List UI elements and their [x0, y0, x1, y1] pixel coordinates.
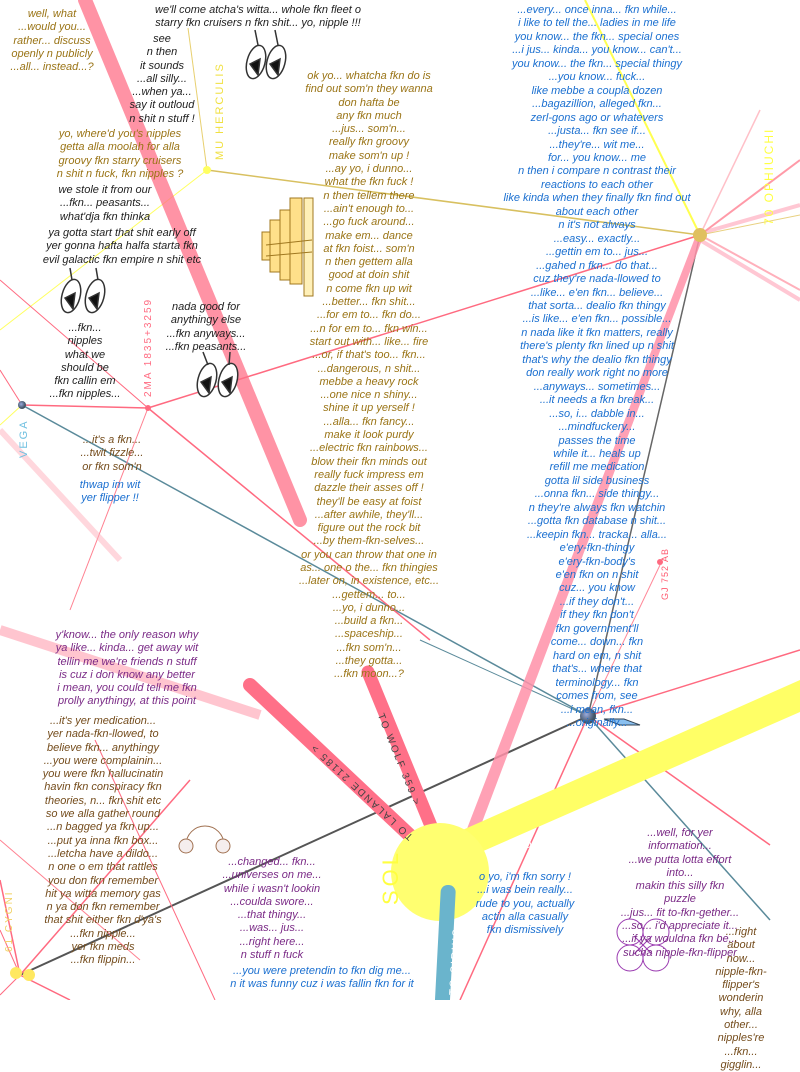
star-nodes	[10, 166, 707, 981]
dialogue-block: yo, where'd you's nipples getta alla moo…	[56, 128, 184, 180]
dangling-feet-icon	[196, 351, 239, 398]
four-circles-icon	[616, 918, 670, 972]
connector-lines	[0, 0, 800, 1000]
dialogue-block: ...changed... fkn... ...universes on me.…	[222, 856, 322, 962]
sirius-bar	[434, 884, 456, 1000]
dialogue-block: we stole it from our ...fkn... peasants.…	[58, 184, 152, 223]
dialogue-block: see n then it sounds ...all silly... ...…	[129, 33, 195, 125]
dialogue-block: nada good for anythingy else ...fkn anyw…	[165, 301, 247, 353]
sol-star	[391, 823, 489, 921]
dialogue-block: thwap im wit yer flipper !!	[79, 479, 141, 505]
dangling-feet-icon	[60, 267, 106, 314]
dialogue-block: ...right about now... nipple-fkn-flipper…	[715, 926, 767, 1071]
beams	[0, 0, 800, 1000]
star-label-70-ophiuchi: 70 OPHIUCHI	[762, 127, 776, 225]
dialogue-block: ...it's a fkn... ...twit fizzle... or fk…	[80, 434, 144, 473]
dialogue-block: ...every... once inna... fkn while... i …	[503, 4, 691, 730]
star-label-sol: SOL	[378, 848, 403, 905]
dialogue-block: o yo, i'm fkn sorry ! ...i was bein real…	[475, 871, 575, 937]
star-label-2ma: 2MA 1835+3259	[143, 297, 154, 397]
blue-diamond-icon	[603, 718, 641, 726]
dialogue-block: ya gotta start that shit early off yer g…	[42, 227, 202, 266]
dialogue-block: ...you were pretendin to fkn dig me... n…	[230, 965, 414, 991]
dialogue-block: ...well, for yer information... ...we pu…	[620, 827, 740, 959]
dialogue-block: ...fkn... nipples what we should be fkn …	[49, 322, 121, 401]
dialogue-block: ok yo... whatcha fkn do is find out som'…	[298, 70, 440, 681]
star-map	[0, 0, 800, 1000]
stepped-pyramid-icon	[261, 197, 314, 297]
dialogue-block: ...it's yer medication... yer nada-fkn-l…	[42, 715, 164, 967]
star-label-vega: VEGA	[18, 419, 30, 458]
star-label-61-cygni: 61 CYGNI	[4, 890, 15, 952]
dialogue-block: we'll come atcha's witta... whole fkn fl…	[155, 4, 361, 30]
dialogue-block: y'know... the only reason why ya like...…	[55, 629, 199, 708]
star-label-mu-herculis: MU HERCULIS	[214, 62, 226, 160]
dialogue-block: well, what ...would you... rather... dis…	[10, 8, 94, 74]
headphones-icon	[178, 825, 231, 854]
dangling-feet-icon	[245, 29, 287, 80]
